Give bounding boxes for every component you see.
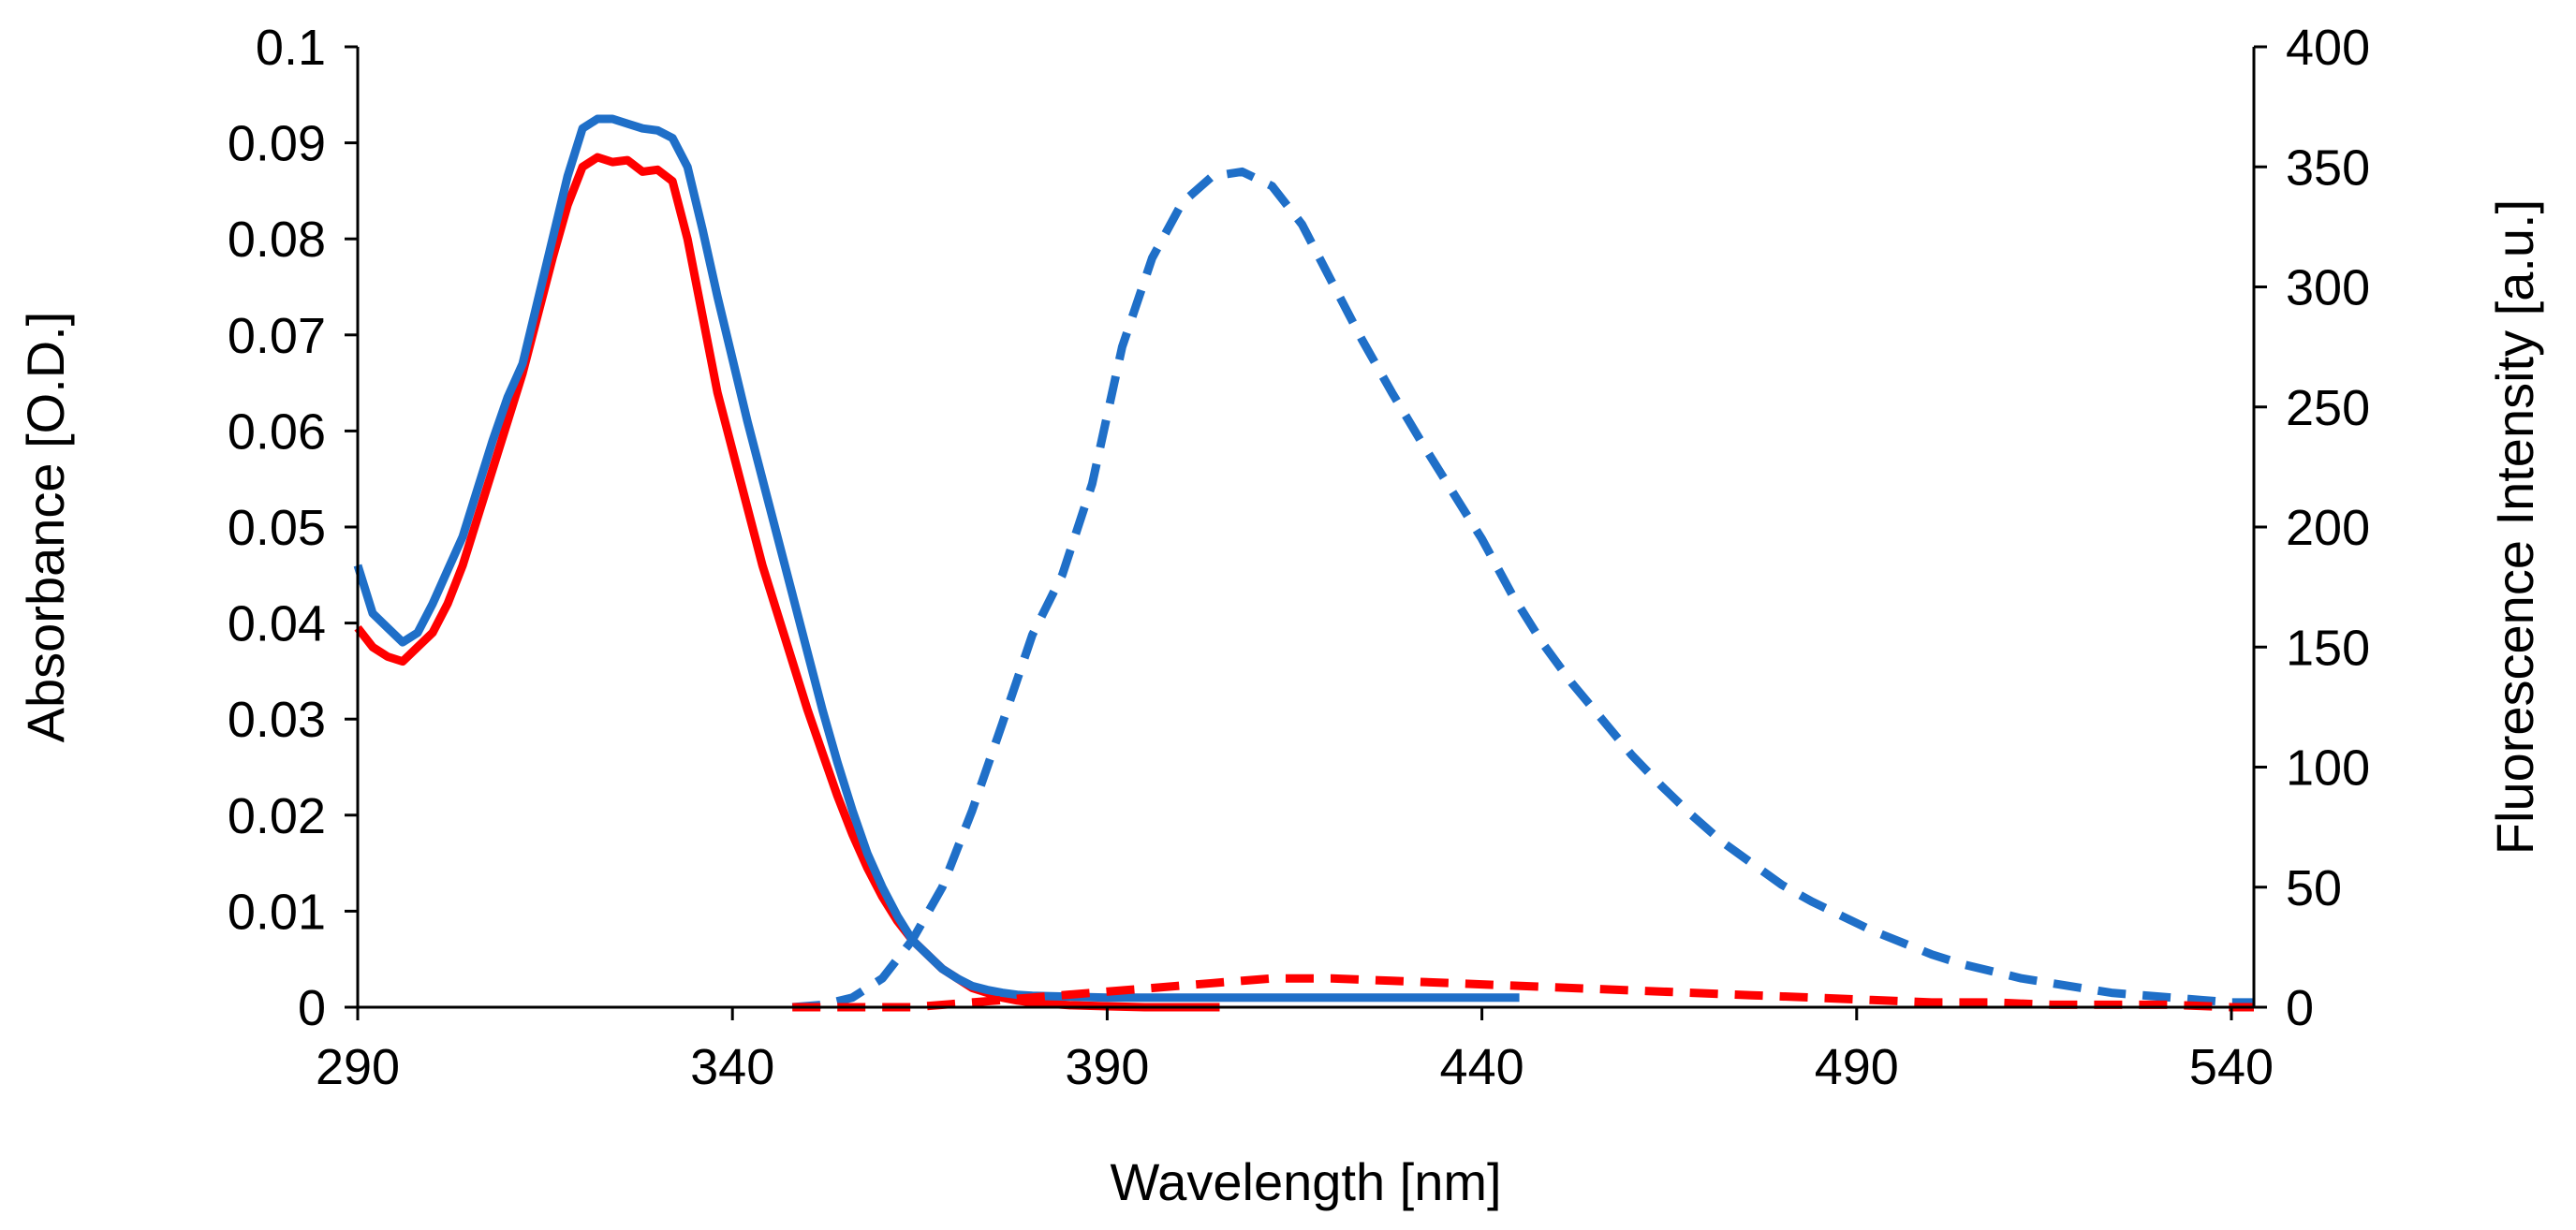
left-y-tick-label: 0.07: [228, 308, 326, 364]
left-y-tick-label: 0.02: [228, 788, 326, 844]
left-y-tick-label: 0.06: [228, 403, 326, 460]
right-y-tick-label: 50: [2286, 860, 2342, 916]
series-line-1: [353, 114, 1520, 1003]
left-y-tick-label: 0.09: [228, 116, 326, 172]
left-y-tick-label: 0.01: [228, 884, 326, 940]
left-y-tick-label: 0.04: [228, 596, 326, 652]
right-y-tick-label: 200: [2286, 500, 2370, 556]
x-tick-label: 540: [2189, 1039, 2274, 1095]
series-line-2: [791, 167, 2254, 1012]
axes-layer: [356, 47, 2256, 1009]
left-y-tick-label: 0.05: [228, 500, 326, 556]
right-y-tick-label: 150: [2286, 620, 2370, 676]
x-tick-label: 440: [1440, 1039, 1524, 1095]
x-tick-label: 490: [1815, 1039, 1899, 1095]
x-axis-title: Wavelength [nm]: [1110, 1152, 1501, 1211]
left-y-tick-label: 0.1: [256, 20, 326, 76]
series-layer: [353, 114, 2254, 1012]
x-tick-label: 340: [690, 1039, 774, 1095]
x-tick-label: 290: [316, 1039, 400, 1095]
series-line-3: [792, 974, 2254, 1012]
x-tick-label: 390: [1065, 1039, 1149, 1095]
right-y-tick-label: 300: [2286, 260, 2370, 316]
right-y-tick-label: 100: [2286, 740, 2370, 797]
left-y-tick-label: 0.03: [228, 692, 326, 748]
right-y-tick-label: 250: [2286, 380, 2370, 436]
right-y-tick-label: 350: [2286, 139, 2370, 196]
left-y-axis-title: Absorbance [O.D.]: [16, 312, 75, 743]
right-y-tick-label: 400: [2286, 20, 2370, 76]
right-y-axis-title: Fluorescence Intensity [a.u.]: [2485, 199, 2544, 855]
ticks-layer: 290 340 390 440 490 54000.010.020.030.040.050…: [228, 20, 2370, 1095]
left-y-tick-label: 0.08: [228, 212, 326, 268]
left-y-tick-label: 0: [298, 980, 326, 1036]
right-y-tick-label: 0: [2286, 980, 2314, 1036]
